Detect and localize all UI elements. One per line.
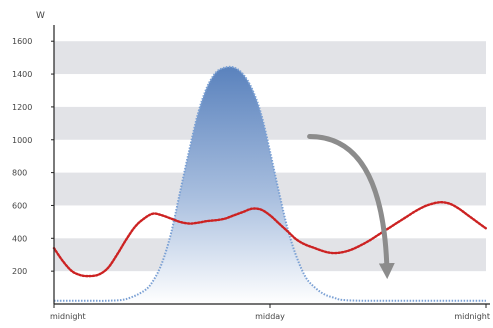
x-tick-label: midday [255,312,285,321]
y-axis-unit-label: W [36,11,45,21]
x-tick-label: midnight [50,312,86,321]
y-tick-label: 600 [12,201,27,210]
y-tick-label: 800 [12,169,27,178]
solar-area [54,66,486,304]
y-tick-label: 400 [12,234,27,243]
y-tick-label: 200 [12,267,27,276]
y-tick-label: 1000 [12,136,32,145]
grid-band [54,106,486,140]
consumption-line [52,200,488,278]
y-tick-labels: 200 400 600 800 1000 1200 1400 1600 [12,37,32,276]
solar-line [54,65,486,302]
y-tick-label: 1200 [12,103,32,112]
x-tick-labels: midnight midday midnight [50,312,490,321]
y-tick-label: 1400 [12,70,32,79]
x-tick-label: midnight [454,312,490,321]
solar-series [54,65,486,304]
axes [51,25,490,308]
grid-band [54,41,486,75]
annotation-arrow [307,133,395,280]
y-tick-label: 1600 [12,37,32,46]
consumption-series [52,200,488,278]
annotation-arrow-path [307,133,395,280]
